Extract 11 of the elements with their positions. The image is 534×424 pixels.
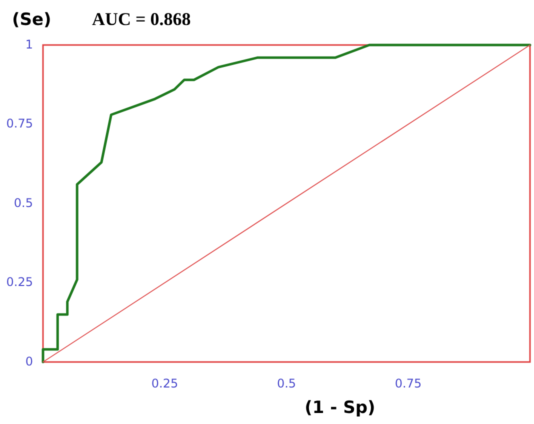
y-tick-label: 0 (25, 354, 33, 368)
x-tick-label: 0.75 (394, 376, 422, 390)
y-tick-label: 0.5 (14, 196, 33, 210)
x-tick-label: 0.5 (276, 376, 296, 390)
x-axis-title: (1 - Sp) (304, 398, 376, 418)
y-tick-label: 0.25 (6, 275, 33, 290)
chart-title: AUC = 0.868 (92, 9, 191, 29)
y-axis-title: (Se) (12, 10, 52, 30)
x-tick-label: 0.25 (151, 376, 178, 390)
y-tick-label: 1 (25, 37, 33, 52)
y-tick-label: 0.75 (6, 116, 33, 131)
